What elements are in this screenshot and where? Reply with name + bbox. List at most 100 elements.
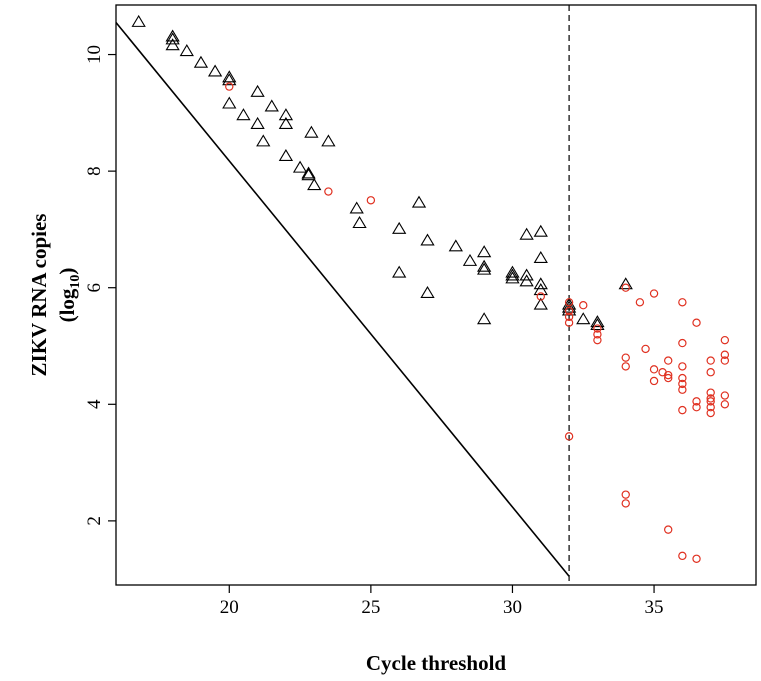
circle-point: [664, 525, 673, 534]
y-axis-unit-subscript: 10: [68, 275, 83, 289]
plot-frame: [115, 4, 757, 586]
triangle-point: [590, 315, 605, 328]
triangle-point: [462, 253, 478, 266]
y-tick-label: 2: [84, 516, 105, 526]
circle-point: [536, 292, 545, 301]
triangle-point: [533, 277, 548, 290]
triangle-point: [477, 262, 492, 275]
triangle-point: [207, 64, 223, 77]
triangle-point: [420, 233, 435, 246]
circle-point: [678, 298, 687, 307]
triangle-point: [477, 312, 492, 325]
triangle-point: [477, 259, 492, 272]
circle-point: [621, 490, 630, 499]
triangle-point: [193, 55, 209, 68]
circle-point: [706, 394, 715, 403]
circle-point: [720, 400, 730, 409]
triangle-point: [250, 84, 265, 97]
x-tick-label: 20: [220, 597, 239, 618]
triangle-point: [448, 239, 463, 252]
triangle-point: [307, 178, 322, 191]
triangle-point: [278, 116, 294, 129]
triangle-point: [533, 224, 548, 237]
circle-point: [678, 405, 687, 415]
triangle-point: [618, 277, 633, 290]
triangle-point: [420, 285, 435, 298]
triangle-point: [131, 14, 146, 27]
circle-point: [635, 298, 645, 307]
circle-point: [593, 335, 602, 345]
triangle-point: [250, 116, 265, 129]
circle-point: [366, 196, 376, 205]
triangle-point: [165, 29, 180, 42]
circle-point: [564, 318, 574, 327]
triangle-point: [304, 125, 319, 138]
circle-point: [706, 356, 715, 365]
circle-point: [706, 403, 715, 412]
circle-point: [706, 397, 715, 406]
triangle-point: [278, 148, 294, 162]
triangle-point: [301, 168, 316, 181]
triangle-point: [222, 96, 237, 109]
circle-point: [579, 301, 588, 310]
y-tick-label: 10: [84, 45, 105, 64]
triangle-point: [519, 268, 534, 281]
circle-point: [621, 353, 630, 362]
circle-point: [621, 362, 630, 371]
circle-point: [678, 379, 687, 389]
triangle-point: [292, 160, 308, 173]
triangle-point: [236, 108, 251, 121]
x-tick-label: 30: [503, 597, 522, 618]
circle-point: [649, 289, 659, 298]
x-tick-label: 25: [361, 597, 380, 618]
triangle-point: [392, 221, 407, 234]
circle-point: [692, 554, 701, 563]
triangle-point: [505, 265, 520, 278]
circle-point: [664, 373, 673, 383]
circle-point: [706, 388, 715, 397]
circle-point: [324, 187, 333, 196]
circle-point: [678, 338, 687, 348]
x-tick-label: 35: [645, 597, 664, 618]
triangle-point: [519, 274, 534, 287]
circle-point: [678, 551, 687, 561]
circle-point: [564, 432, 574, 441]
circle-point: [593, 330, 602, 339]
triangle-point: [165, 38, 180, 51]
triangle-point: [590, 318, 605, 331]
circle-point: [593, 324, 602, 333]
circle-point: [564, 312, 574, 322]
triangle-point: [533, 297, 548, 310]
circle-point: [706, 368, 715, 377]
circle-point: [720, 391, 730, 400]
circle-point: [641, 344, 650, 354]
triangle-point: [222, 73, 237, 86]
triangle-point: [179, 44, 194, 57]
triangle-point: [222, 70, 237, 83]
triangle-point: [349, 201, 364, 214]
circle-point: [720, 356, 730, 365]
y-tick-label: 6: [84, 283, 105, 293]
y-tick-label: 8: [84, 166, 105, 176]
y-axis-unit-close: ): [55, 268, 79, 275]
circle-point: [621, 499, 630, 508]
circle-point: [664, 356, 673, 365]
circle-point: [720, 335, 730, 345]
circle-point: [720, 350, 730, 359]
circle-point: [649, 376, 659, 386]
circle-point: [678, 362, 687, 371]
triangle-point: [264, 99, 279, 112]
circle-point: [564, 306, 574, 316]
circle-point: [692, 403, 701, 412]
triangle-point: [321, 134, 336, 147]
triangle-point: [561, 300, 577, 313]
x-axis-title: Cycle threshold: [366, 651, 507, 675]
y-tick-label: 4: [84, 399, 105, 409]
y-axis-unit-open: (log: [55, 288, 79, 322]
circle-point: [649, 365, 659, 374]
circle-point: [706, 408, 715, 418]
triangle-point: [301, 166, 316, 179]
triangle-point: [411, 195, 427, 208]
axis-ticks: 20 25 30 35 2 4 6 8 10: [84, 45, 664, 618]
triangle-point: [519, 227, 534, 240]
